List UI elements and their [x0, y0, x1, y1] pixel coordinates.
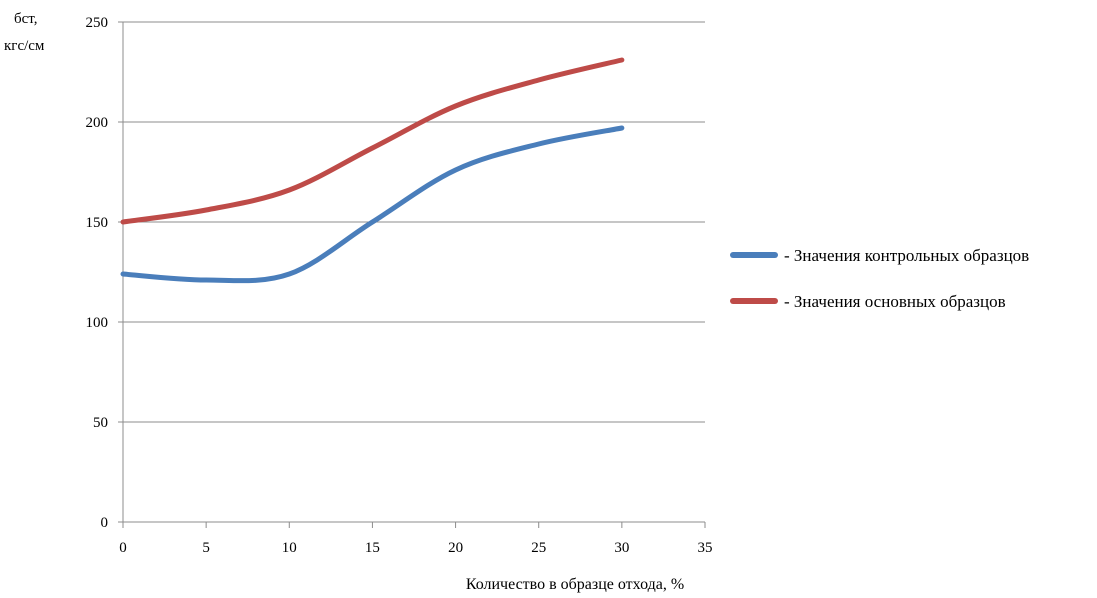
series-lines: [120, 57, 625, 284]
x-tick-label: 35: [698, 540, 713, 556]
axis-labels: бст, кгс/см Количество в образце отхода,…: [4, 11, 684, 593]
x-tick-label: 20: [448, 540, 463, 556]
x-tick-label: 30: [614, 540, 629, 556]
legend-label-2: - Значения основных образцов: [784, 292, 1006, 311]
y-tick-label: 50: [93, 415, 108, 431]
x-tick-label: 15: [365, 540, 380, 556]
legend: - Значения контрольных образцов - Значени…: [730, 246, 1029, 311]
y-axis-label-line-2: кгс/см: [4, 38, 45, 54]
x-axis-label: Количество в образце отхода, %: [466, 576, 684, 593]
y-tick-label: 250: [86, 15, 109, 31]
y-axis-label-line-1: бст,: [14, 11, 37, 27]
series-line-1: [120, 125, 625, 284]
x-tick-label: 0: [119, 540, 127, 556]
x-tick-label: 5: [202, 540, 210, 556]
y-tick-label: 200: [86, 115, 109, 131]
x-tick-label: 10: [282, 540, 297, 556]
legend-label-1: - Значения контрольных образцов: [784, 246, 1029, 265]
y-tick-label: 0: [101, 515, 109, 531]
series-line-2: [120, 57, 625, 225]
axes: 0 50 100 150 200 250 0 5 10 15 20 25 30 35: [86, 15, 713, 556]
x-tick-label: 25: [531, 540, 546, 556]
y-tick-label: 150: [86, 215, 109, 231]
gridlines: [123, 21, 705, 423]
y-tick-label: 100: [86, 315, 109, 331]
